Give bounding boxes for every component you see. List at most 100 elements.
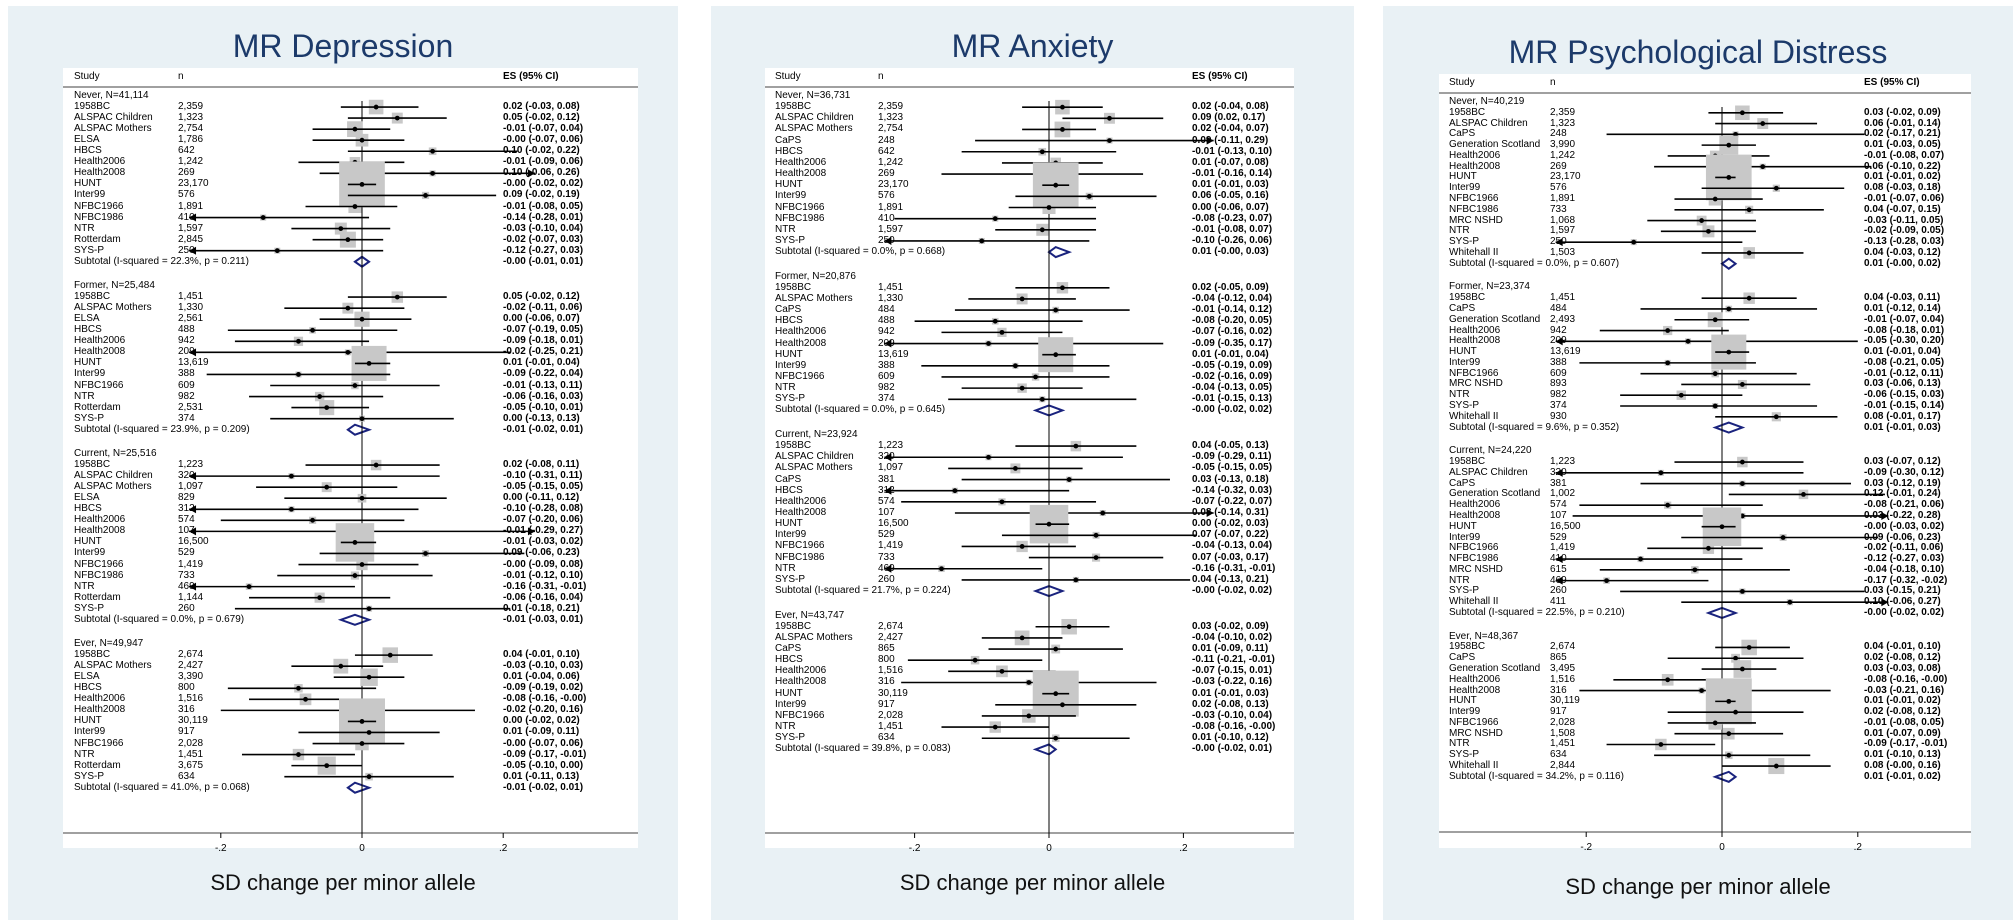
study-estimate: -0.05 (-0.30, 0.20) <box>1864 335 1945 347</box>
study-n: 634 <box>178 770 195 782</box>
group-label: Former, N=25,484 <box>74 280 155 292</box>
point-estimate <box>359 182 365 187</box>
study-name: 1958BC <box>1449 106 1486 118</box>
study-estimate: -0.08 (-0.16, -0.00) <box>1864 673 1948 685</box>
group-label: Ever, N=48,367 <box>1449 630 1519 642</box>
point-estimate <box>1033 374 1038 380</box>
study-n: 865 <box>878 643 895 655</box>
study-n: 2,427 <box>178 660 204 672</box>
study-name: Rotterdam <box>74 233 121 245</box>
point-estimate <box>1100 510 1106 516</box>
study-estimate: 0.12 (-0.01, 0.24) <box>1864 488 1941 500</box>
study-estimate: 0.10 (-0.02, 0.22) <box>503 145 580 157</box>
study-n: 2,674 <box>1550 641 1576 653</box>
study-n: 642 <box>178 145 195 157</box>
study-estimate: 0.01 (-0.01, 0.02) <box>1864 695 1941 707</box>
study-estimate: -0.03 (-0.11, 0.05) <box>1864 214 1944 226</box>
point-estimate <box>986 341 991 346</box>
study-name: SYS-P <box>1449 399 1480 411</box>
study-name: MRC NSHD <box>1449 563 1503 575</box>
study-estimate: 0.02 (-0.04, 0.08) <box>1192 101 1269 113</box>
point-estimate <box>366 361 372 366</box>
study-name: MRC NSHD <box>1449 214 1503 226</box>
study-n: 374 <box>178 412 195 424</box>
study-name: Inter99 <box>1449 531 1481 543</box>
point-estimate <box>1060 104 1065 110</box>
study-n: 893 <box>1550 378 1567 390</box>
study-n: 3,675 <box>178 759 204 771</box>
study-n: 1,891 <box>178 200 204 212</box>
study-name: HBCS <box>775 315 803 327</box>
study-n: 1,516 <box>878 665 904 677</box>
point-estimate <box>1780 535 1786 540</box>
study-name: ELSA <box>74 134 100 146</box>
study-name: Health2008 <box>1449 160 1501 172</box>
study-n: 410 <box>878 212 895 224</box>
study-estimate: -0.10 (-0.31, 0.11) <box>503 470 583 482</box>
study-n: 2,531 <box>178 401 204 413</box>
point-estimate <box>338 663 344 669</box>
study-n: 576 <box>1550 182 1567 194</box>
study-name: NFBC1966 <box>775 370 825 382</box>
point-estimate <box>359 416 365 422</box>
study-estimate: -0.01 (-0.07, 0.06) <box>1864 193 1945 205</box>
study-n: 209 <box>878 337 895 349</box>
study-name: NFBC1966 <box>74 737 124 749</box>
point-estimate <box>1678 392 1684 398</box>
study-estimate: 0.04 (-0.01, 0.10) <box>503 649 580 661</box>
point-estimate <box>952 488 958 494</box>
study-estimate: -0.08 (-0.18, 0.01) <box>1864 324 1945 336</box>
subtotal-diamond <box>1712 421 1746 434</box>
study-estimate: -0.02 (-0.09, 0.05) <box>1864 225 1945 237</box>
column-header-n: n <box>178 71 184 82</box>
study-estimate: 0.01 (-0.01, 0.04) <box>1192 348 1269 360</box>
study-n: 484 <box>878 304 895 316</box>
study-n: 1,508 <box>1550 727 1576 739</box>
point-estimate <box>310 517 315 523</box>
study-n: 1,242 <box>1550 149 1576 161</box>
study-estimate: -0.01 (-0.09, 0.06) <box>503 156 584 168</box>
study-estimate: -0.03 (-0.22, 0.16) <box>1192 676 1273 688</box>
study-name: ALSPAC Children <box>74 470 153 482</box>
study-n: 733 <box>1550 203 1567 215</box>
study-estimate: 0.09 (-0.06, 0.23) <box>1864 531 1941 543</box>
study-n: 381 <box>878 473 895 485</box>
study-name: Rotterdam <box>74 591 121 603</box>
study-n: 529 <box>178 547 195 559</box>
subtotal-estimate: 0.01 (-0.00, 0.02) <box>1864 257 1941 269</box>
ci-arrow-left <box>884 486 892 495</box>
study-n: 2,674 <box>178 649 204 661</box>
study-name: NTR <box>775 223 796 235</box>
x-axis-label: SD change per minor allele <box>1565 874 1831 899</box>
study-estimate: 0.01 (-0.04, 0.06) <box>503 671 580 683</box>
column-header-study: Study <box>775 71 801 82</box>
study-estimate: -0.02 (-0.20, 0.16) <box>503 704 584 716</box>
point-estimate <box>992 216 998 222</box>
study-estimate: -0.14 (-0.28, 0.01) <box>503 211 584 223</box>
study-estimate: -0.05 (-0.15, 0.05) <box>1192 462 1273 474</box>
study-n: 2,359 <box>878 101 904 113</box>
study-n: 23,170 <box>1550 171 1581 183</box>
study-n: 484 <box>1550 302 1567 314</box>
study-estimate: -0.01 (-0.12, 0.11) <box>1864 367 1944 379</box>
study-n: 2,845 <box>178 233 204 245</box>
point-estimate <box>1053 307 1059 313</box>
study-name: 1958BC <box>775 281 812 293</box>
study-name: Generation Scotland <box>1449 663 1541 675</box>
study-name: ELSA <box>74 492 100 504</box>
subtotal-diamond <box>1032 743 1058 756</box>
subtotal-label: Subtotal (I-squared = 9.6%, p = 0.352) <box>1449 421 1620 433</box>
panel-psychological-distress: MR Psychological Distress SD change per … <box>1383 6 2013 920</box>
study-estimate: 0.10 (-0.06, 0.26) <box>503 167 580 179</box>
column-header-n: n <box>1550 77 1556 88</box>
point-estimate <box>1019 296 1025 302</box>
study-n: 16,500 <box>178 536 209 548</box>
study-n: 23,170 <box>878 179 909 191</box>
subtotal-diamond <box>337 613 373 626</box>
study-estimate: 0.01 (-0.11, 0.13) <box>503 770 580 782</box>
study-estimate: -0.08 (-0.21, 0.05) <box>1864 356 1945 368</box>
study-name: NFBC1966 <box>1449 716 1499 728</box>
subtotal-estimate: -0.00 (-0.01, 0.01) <box>503 255 584 267</box>
study-name: SYS-P <box>775 234 806 246</box>
study-estimate: -0.00 (-0.02, 0.02) <box>503 178 584 190</box>
